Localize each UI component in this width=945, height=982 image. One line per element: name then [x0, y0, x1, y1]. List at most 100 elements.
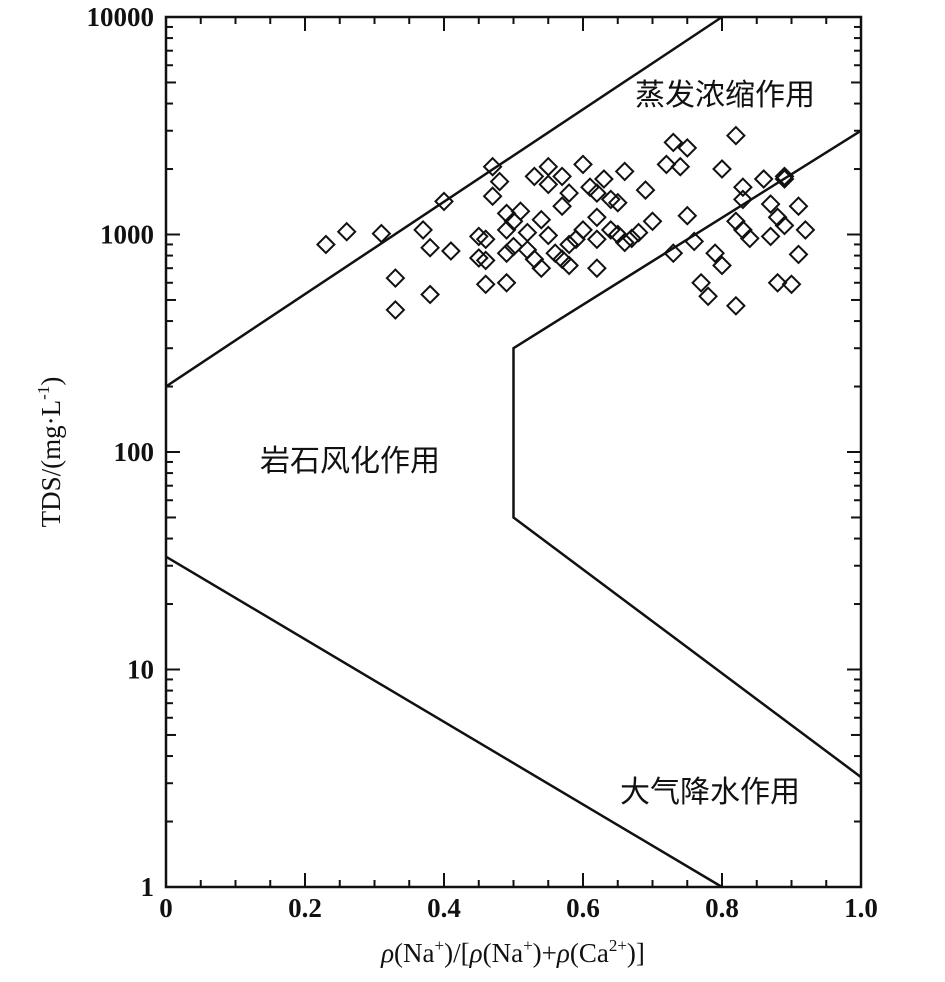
data-point — [517, 239, 538, 260]
data-point — [774, 215, 795, 236]
data-point — [510, 201, 531, 222]
data-point — [524, 249, 545, 270]
data-point — [774, 169, 795, 189]
data-point — [420, 237, 441, 258]
data-point — [482, 156, 503, 177]
data-point — [468, 226, 489, 247]
data-point — [663, 132, 684, 153]
x-tick-label: 0 — [159, 893, 173, 923]
data-point — [440, 241, 461, 261]
data-point — [475, 250, 496, 271]
y-tick-label: 10 — [127, 655, 154, 685]
data-point — [774, 166, 795, 187]
data-point — [552, 166, 573, 187]
data-point — [517, 222, 538, 243]
zone-label-rock-weathering: 岩石风化作用 — [260, 444, 440, 479]
data-point — [677, 205, 698, 226]
data-point — [663, 243, 684, 264]
data-point — [559, 255, 580, 276]
data-points — [315, 125, 816, 320]
data-point — [760, 194, 781, 215]
ticks-layer: 0 0.2 0.4 0.6 0.8 1.0 1 10 100 1000 10000 — [87, 2, 878, 923]
data-point — [705, 243, 726, 264]
data-point — [621, 228, 642, 249]
data-point — [628, 222, 649, 243]
data-point — [712, 159, 732, 179]
boundary-line-left-upper — [165, 15, 723, 388]
y-tick-label: 1 — [141, 872, 155, 902]
x-tick-label: 0.8 — [705, 893, 739, 923]
data-point — [420, 284, 441, 305]
data-point — [767, 272, 788, 293]
boundary-line-left-lower — [165, 555, 723, 889]
zone-label-precipitation: 大气降水作用 — [620, 775, 800, 810]
data-point — [691, 272, 712, 293]
data-point — [593, 169, 614, 189]
data-point — [614, 161, 635, 182]
data-point — [656, 154, 677, 175]
data-point — [760, 226, 781, 247]
data-point — [739, 228, 760, 249]
data-point — [468, 248, 489, 268]
data-point — [531, 258, 552, 279]
data-point — [496, 272, 517, 293]
data-point — [559, 183, 580, 204]
data-point — [712, 255, 732, 276]
data-point — [434, 191, 454, 212]
data-point — [503, 236, 524, 257]
zone-label-evaporation: 蒸发浓缩作用 — [635, 78, 815, 113]
x-tick-label: 1.0 — [844, 893, 878, 923]
data-point — [573, 219, 593, 240]
data-point — [371, 223, 392, 244]
data-point — [788, 196, 809, 217]
data-point — [552, 196, 573, 217]
data-point — [524, 166, 545, 187]
x-tick-label: 0.2 — [288, 893, 322, 923]
data-point — [684, 231, 705, 252]
data-point — [586, 183, 607, 204]
data-point — [788, 244, 809, 265]
data-point — [573, 154, 593, 175]
data-point — [698, 286, 719, 307]
data-point — [781, 274, 802, 295]
data-point — [315, 234, 336, 255]
y-tick-label: 1000 — [100, 220, 154, 250]
data-point — [496, 219, 517, 240]
y-axis-title: TDS/(mg·L-1) — [34, 377, 66, 528]
data-point — [482, 186, 503, 207]
data-point — [586, 207, 607, 228]
y-tick-label: 100 — [114, 437, 155, 467]
data-point — [538, 156, 559, 177]
data-point — [413, 219, 434, 240]
data-point — [725, 125, 746, 146]
data-point — [607, 192, 628, 213]
data-point — [586, 258, 607, 279]
y-tick-label: 10000 — [87, 2, 155, 32]
data-point — [559, 234, 580, 255]
data-point — [670, 156, 691, 177]
data-point — [538, 174, 559, 195]
x-tick-label: 0.4 — [427, 893, 461, 923]
data-point — [496, 243, 517, 264]
data-point — [336, 221, 357, 242]
data-point — [732, 189, 753, 210]
data-point — [538, 225, 559, 246]
data-point — [531, 209, 552, 230]
data-point — [725, 295, 746, 316]
data-point — [580, 177, 600, 198]
x-tick-label: 0.6 — [566, 893, 600, 923]
x-axis-title: ρ(Na+)/[ρ(Na+)+ρ(Ca2+)] — [380, 936, 645, 968]
data-point — [795, 219, 816, 240]
data-point — [545, 243, 566, 264]
data-point — [475, 229, 496, 250]
data-point — [635, 180, 656, 201]
data-point — [732, 177, 753, 198]
data-point — [385, 268, 406, 289]
data-point — [475, 274, 496, 295]
data-point — [642, 211, 663, 232]
data-point — [677, 137, 698, 158]
data-point — [614, 232, 635, 253]
data-point — [586, 229, 607, 250]
data-point — [753, 169, 774, 189]
